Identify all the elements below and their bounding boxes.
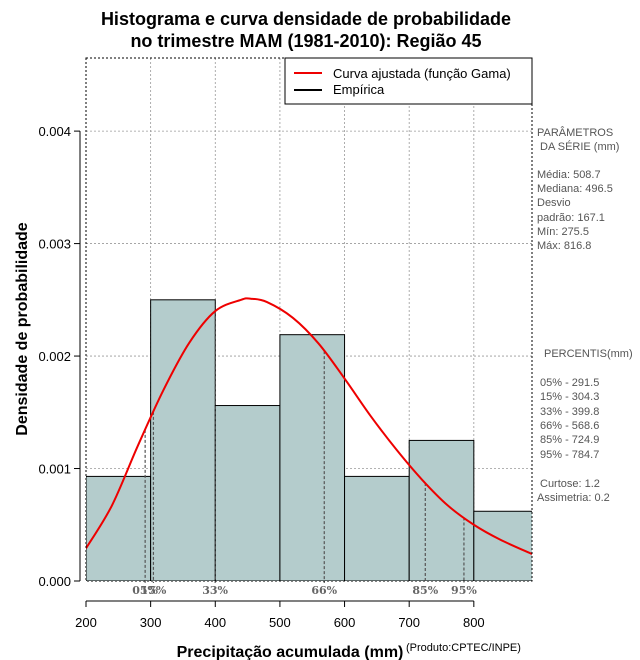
params-subtitle: DA SÉRIE (mm)	[540, 140, 619, 153]
param-media: Média: 508.7	[537, 169, 601, 181]
plot-frame	[85, 57, 533, 582]
percentile-label: 66%	[311, 584, 337, 597]
y-tick-label: 0.003	[38, 237, 71, 252]
percentile-line: 95% - 784.7	[540, 449, 599, 461]
credit-text: (Produto:CPTEC/INPE)	[406, 642, 521, 654]
y-tick-label: 0.001	[38, 462, 71, 477]
x-axis: 200 300 400 500 600 700 800	[75, 600, 485, 630]
gamma-curve	[86, 297, 532, 555]
histogram-bar	[408, 439, 475, 581]
percentile-label: 85%	[412, 584, 438, 597]
parameters-panel: PARÂMETROS DA SÉRIE (mm) Média: 508.7 Me…	[537, 126, 619, 252]
percentile-label: 95%	[451, 584, 477, 597]
legend: Curva ajustada (função Gama) Empírica	[284, 57, 533, 105]
x-tick-label: 400	[204, 615, 226, 630]
chart-title-line2: no trimestre MAM (1981-2010): Região 45	[130, 31, 481, 51]
percentile-label: 05%	[132, 584, 158, 597]
percentile-line: 33% - 399.8	[540, 406, 599, 418]
legend-empirical-label: Empírica	[333, 82, 385, 97]
chart-title-line1: Histograma e curva densidade de probabil…	[101, 9, 511, 29]
param-curtose: Curtose: 1.2	[540, 478, 600, 490]
percentile-line: 66% - 568.6	[540, 420, 599, 432]
x-tick-label: 500	[269, 615, 291, 630]
histogram-bar	[344, 475, 410, 581]
params-title: PARÂMETROS	[537, 126, 613, 139]
y-axis-label: Densidade de probabilidade	[14, 222, 31, 435]
legend-curve-label: Curva ajustada (função Gama)	[333, 66, 511, 81]
param-mediana: Mediana: 496.5	[537, 183, 613, 195]
x-tick-label: 700	[398, 615, 420, 630]
percentile-line: 15% - 304.3	[540, 391, 599, 403]
y-tick-label: 0.002	[38, 349, 71, 364]
x-tick-label: 800	[463, 615, 485, 630]
param-desvio-label: Desvio	[537, 197, 571, 209]
y-tick-label: 0.004	[38, 124, 71, 139]
histogram-bar	[150, 299, 216, 581]
param-desvio: padrão: 167.1	[537, 212, 605, 224]
param-assimetria: Assimetria: 0.2	[537, 492, 610, 504]
histogram-bar	[473, 510, 532, 581]
x-tick-label: 200	[75, 615, 97, 630]
x-axis-label: Precipitação acumulada (mm)	[177, 644, 404, 660]
y-tick-label: 0.000	[38, 574, 71, 589]
param-max: Máx: 816.8	[537, 240, 591, 252]
histogram-bar	[279, 334, 346, 581]
x-tick-label: 300	[140, 615, 162, 630]
percentiles-panel: PERCENTIS(mm) 05% - 291.5 15% - 304.3 33…	[537, 348, 633, 504]
percentile-label: 15%	[141, 584, 167, 597]
param-min: Mín: 275.5	[537, 226, 589, 238]
x-tick-label: 600	[334, 615, 356, 630]
legend-box	[284, 57, 533, 105]
percentile-line: 05% - 291.5	[540, 377, 599, 389]
histogram-bars	[86, 299, 532, 581]
histogram-bar	[214, 405, 281, 581]
percentiles-title: PERCENTIS(mm)	[544, 348, 633, 360]
percentile-line: 85% - 724.9	[540, 434, 599, 446]
percentile-label: 33%	[202, 584, 228, 597]
y-axis: 0.000 0.001 0.002 0.003 0.004	[38, 124, 81, 589]
percentile-markers: 05%15% 33% 66% 85% 95%	[132, 311, 477, 597]
